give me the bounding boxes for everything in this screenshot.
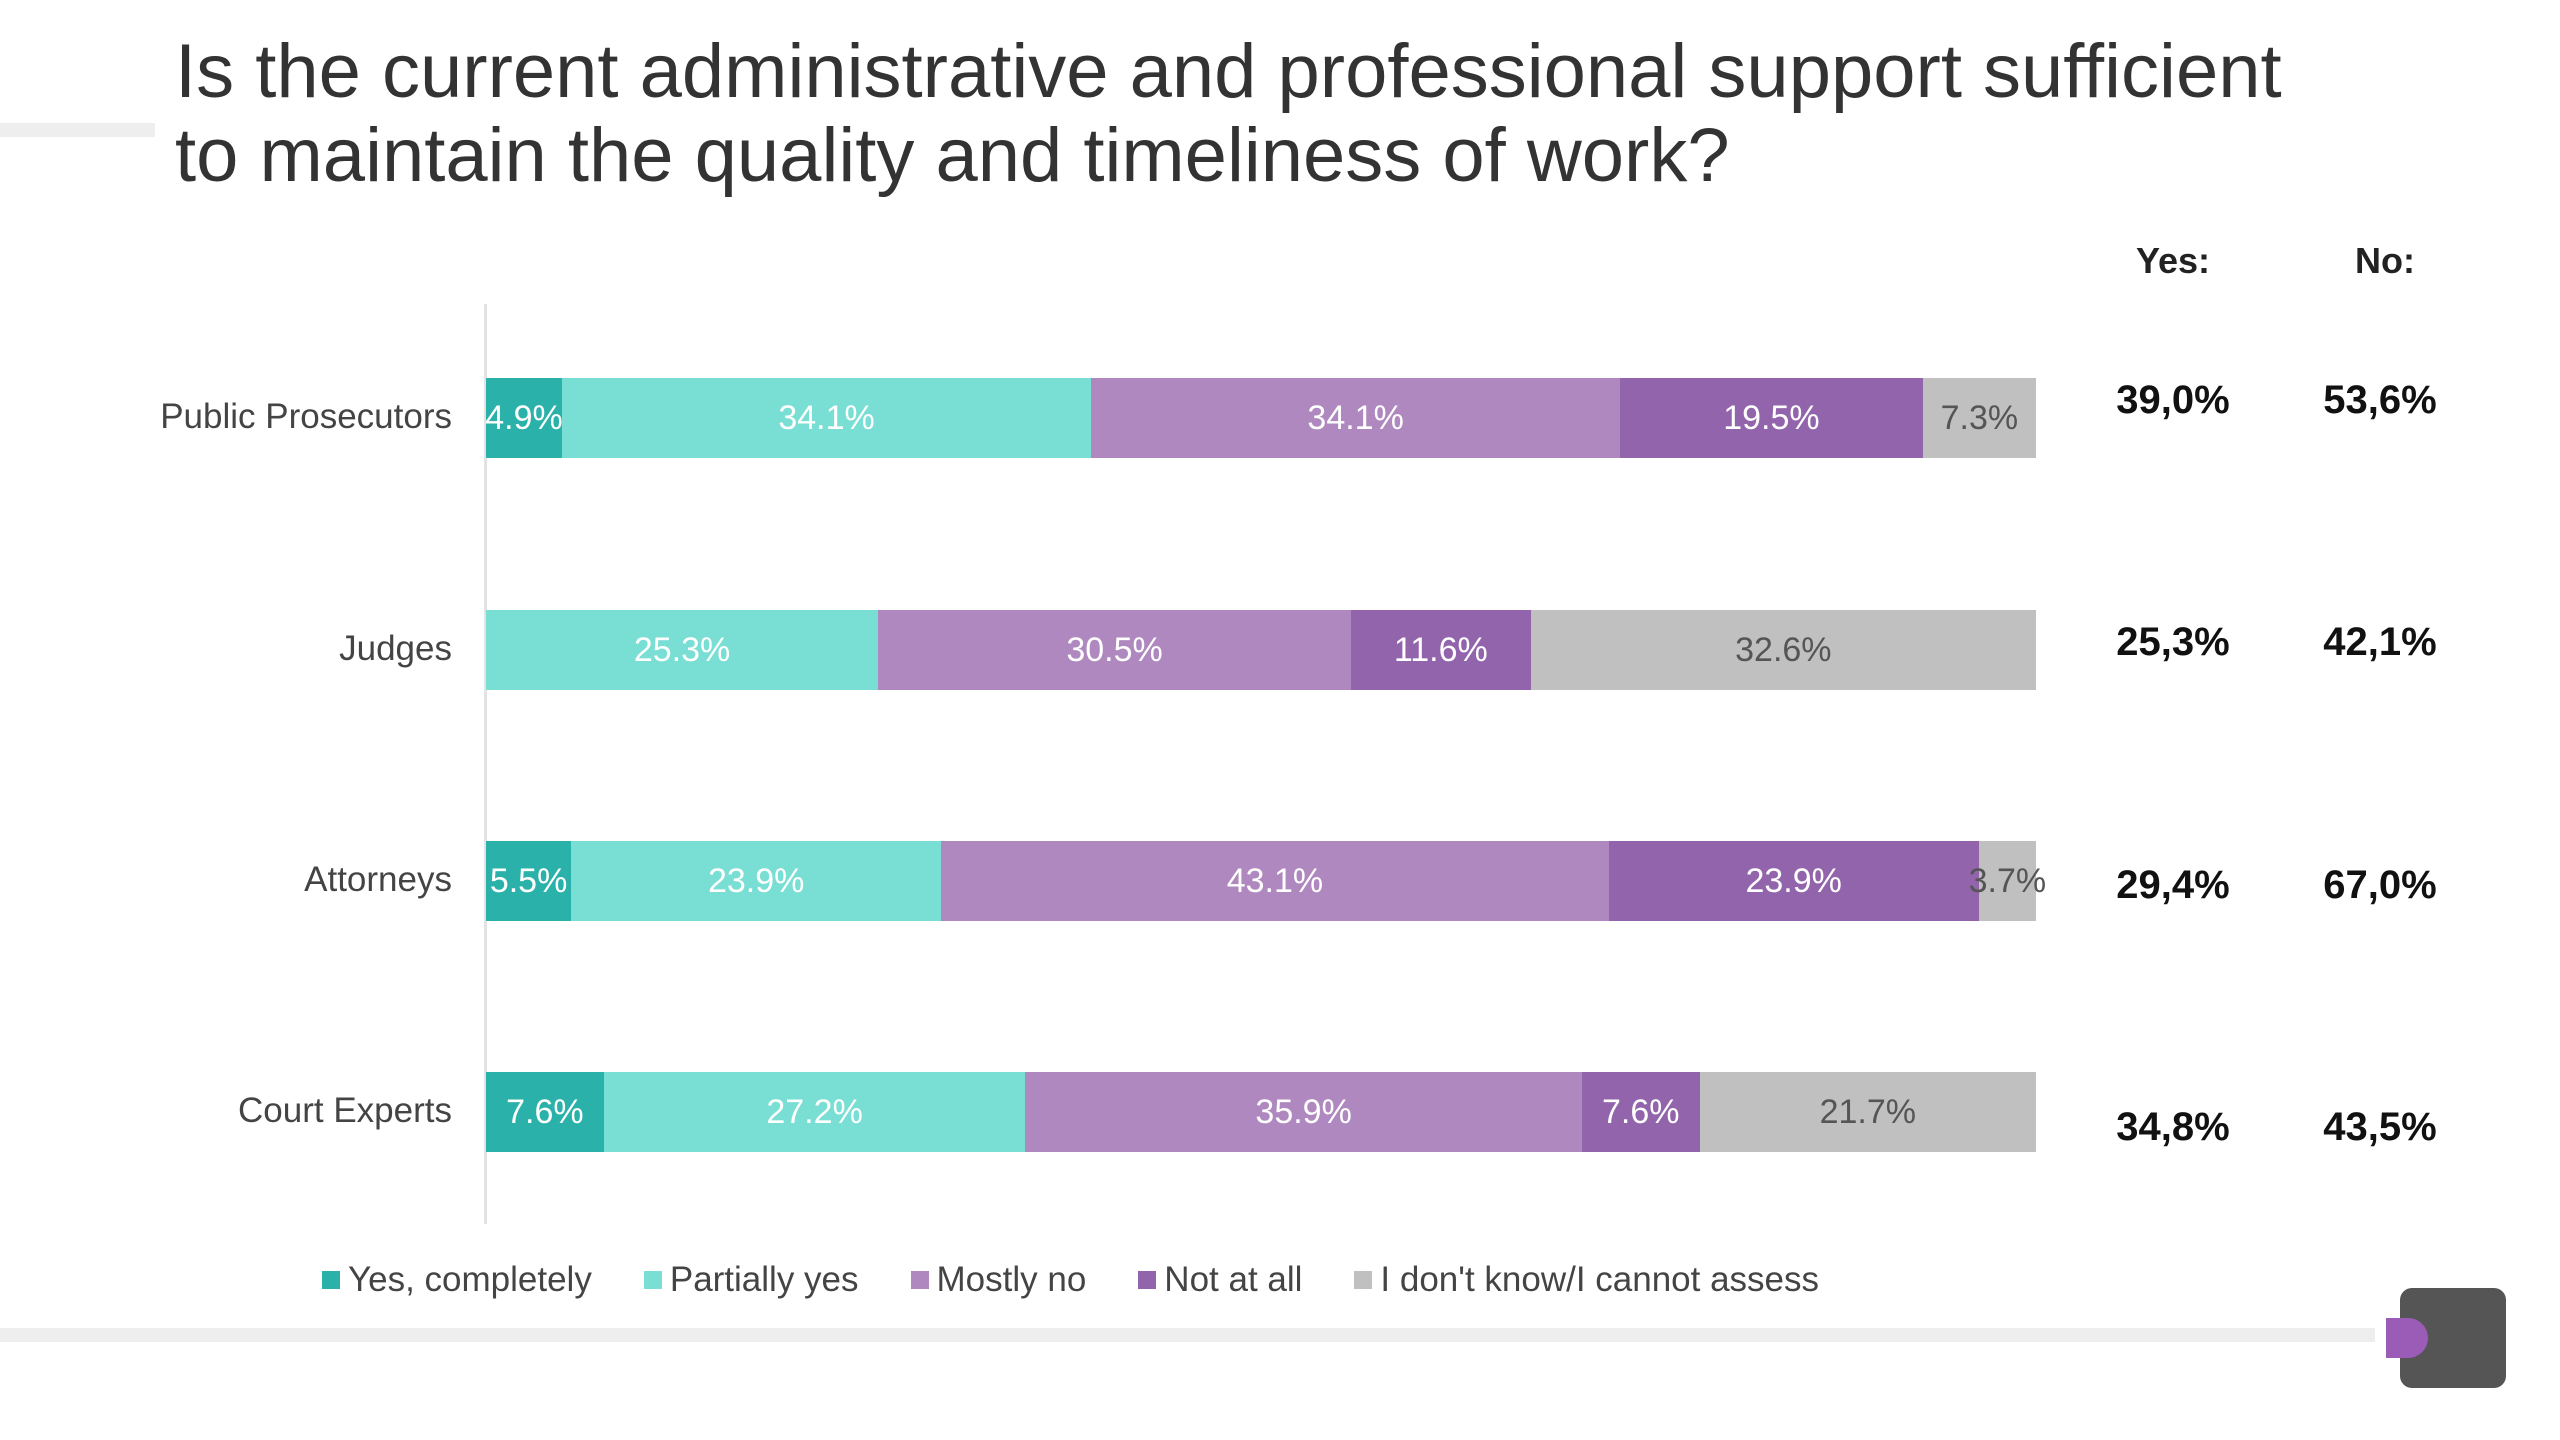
decorative-line-bottom <box>0 1328 2375 1342</box>
data-label: 43.1% <box>1226 861 1324 900</box>
bar-segment-yes-completely-court-experts: 7.6% <box>486 1072 604 1152</box>
legend-item-i-don-t-know-i-cannot-assess: I don't know/I cannot assess <box>1354 1260 1819 1300</box>
decorative-line-top <box>0 123 155 137</box>
data-label: 34.1% <box>1307 398 1404 437</box>
data-label: 23.9% <box>707 861 805 900</box>
legend-item-yes-completely: Yes, completely <box>322 1260 592 1300</box>
no-value-court-experts: 43,5% <box>2323 1105 2437 1149</box>
bar-segment-mostly-no-judges: 30.5% <box>878 610 1351 690</box>
legend-item-not-at-all: Not at all <box>1138 1260 1302 1300</box>
bar-segment-not-at-all-judges: 11.6% <box>1350 610 1531 690</box>
bar-segment-i-don-t-know-i-cannot-assess-public-prosecutors: 7.3% <box>1922 378 2036 458</box>
bar-segment-yes-completely-attorneys: 5.5% <box>486 841 572 921</box>
bar-segment-partially-yes-judges: 25.3% <box>486 610 879 690</box>
bar-segment-partially-yes-attorneys: 23.9% <box>571 841 942 921</box>
no-column-header: No: <box>2355 240 2415 281</box>
brand-logo-icon <box>2386 1288 2506 1388</box>
no-value-public-prosecutors: 53,6% <box>2323 378 2437 422</box>
legend-label: Partially yes <box>669 1260 859 1299</box>
yes-value-court-experts: 34,8% <box>2116 1105 2230 1149</box>
legend-label: Yes, completely <box>348 1260 592 1299</box>
legend-label: Not at all <box>1164 1260 1303 1299</box>
yes-column-header: Yes: <box>2135 240 2211 281</box>
yes-value-public-prosecutors: 39,0% <box>2116 378 2230 422</box>
bar-segment-not-at-all-attorneys: 23.9% <box>1608 841 1979 921</box>
data-label: 7.6% <box>506 1092 584 1131</box>
no-value-judges: 42,1% <box>2323 620 2437 664</box>
category-label-court-experts: Court Experts <box>238 1091 452 1130</box>
bar-segment-not-at-all-court-experts: 7.6% <box>1581 1072 1700 1152</box>
legend-label: I don't know/I cannot assess <box>1380 1260 1820 1299</box>
bar-segment-yes-completely-public-prosecutors: 4.9% <box>485 378 563 458</box>
data-label: 35.9% <box>1255 1092 1352 1131</box>
bar-row-public-prosecutors: 4.9% 34.1% 34.1% 19.5% 7.3% <box>485 378 2036 458</box>
data-label: 4.9% <box>485 398 563 437</box>
data-label: 19.5% <box>1723 398 1820 437</box>
data-label: 21.7% <box>1819 1092 1917 1131</box>
data-label: 7.6% <box>1601 1092 1680 1131</box>
category-label-judges: Judges <box>339 629 452 668</box>
legend-item-partially-yes: Partially yes <box>643 1260 859 1300</box>
legend-item-mostly-no: Mostly no <box>910 1260 1087 1300</box>
chart-title: Is the current administrative and profes… <box>175 30 2475 198</box>
data-label: 5.5% <box>489 861 568 900</box>
legend-swatch <box>643 1271 662 1289</box>
data-label: 23.9% <box>1745 861 1842 900</box>
category-label-attorneys: Attorneys <box>304 860 452 899</box>
bar-segment-partially-yes-court-experts: 27.2% <box>603 1072 1026 1152</box>
chart-legend: Yes, completely Partially yes Mostly no Not… <box>322 1258 1871 1302</box>
yes-value-judges: 25,3% <box>2116 620 2230 664</box>
data-label: 11.6% <box>1393 630 1488 669</box>
data-label: 32.6% <box>1735 630 1832 669</box>
bar-segment-mostly-no-public-prosecutors: 34.1% <box>1091 378 1621 458</box>
bar-row-attorneys: 5.5% 23.9% 43.1% 23.9% 3.7% <box>486 841 2046 921</box>
category-label-public-prosecutors: Public Prosecutors <box>160 397 452 436</box>
bar-row-judges: 25.3% 30.5% 11.6% 32.6% <box>486 610 2036 690</box>
legend-swatch <box>1138 1271 1157 1289</box>
legend-swatch <box>910 1271 929 1289</box>
bar-segment-partially-yes-public-prosecutors: 34.1% <box>562 378 1092 458</box>
category-axis-line <box>484 304 487 1224</box>
title-line-1: Is the current administrative and profes… <box>175 29 2282 114</box>
title-line-2: to maintain the quality and timeliness o… <box>175 113 1730 198</box>
data-label: 27.2% <box>766 1092 863 1131</box>
bar-row-court-experts: 7.6% 27.2% 35.9% 7.6% 21.7% <box>486 1072 2036 1152</box>
bar-segment-i-don-t-know-i-cannot-assess-attorneys: 3.7% <box>1969 841 2046 921</box>
legend-swatch <box>1354 1271 1373 1289</box>
data-label: 3.7% <box>1968 861 2047 900</box>
bar-segment-mostly-no-attorneys: 43.1% <box>941 841 1609 921</box>
no-value-attorneys: 67,0% <box>2323 863 2437 907</box>
legend-label: Mostly no <box>936 1260 1087 1299</box>
bar-segment-not-at-all-public-prosecutors: 19.5% <box>1620 378 1923 458</box>
legend-swatch <box>322 1271 340 1289</box>
bar-segment-i-don-t-know-i-cannot-assess-court-experts: 21.7% <box>1699 1072 2036 1152</box>
data-label: 30.5% <box>1066 630 1163 669</box>
bar-segment-i-don-t-know-i-cannot-assess-judges: 32.6% <box>1530 610 2036 690</box>
yes-value-attorneys: 29,4% <box>2116 863 2230 907</box>
bar-segment-mostly-no-court-experts: 35.9% <box>1025 1072 1582 1152</box>
data-label: 34.1% <box>778 398 875 437</box>
data-label: 25.3% <box>633 630 731 669</box>
data-label: 7.3% <box>1940 398 2019 437</box>
